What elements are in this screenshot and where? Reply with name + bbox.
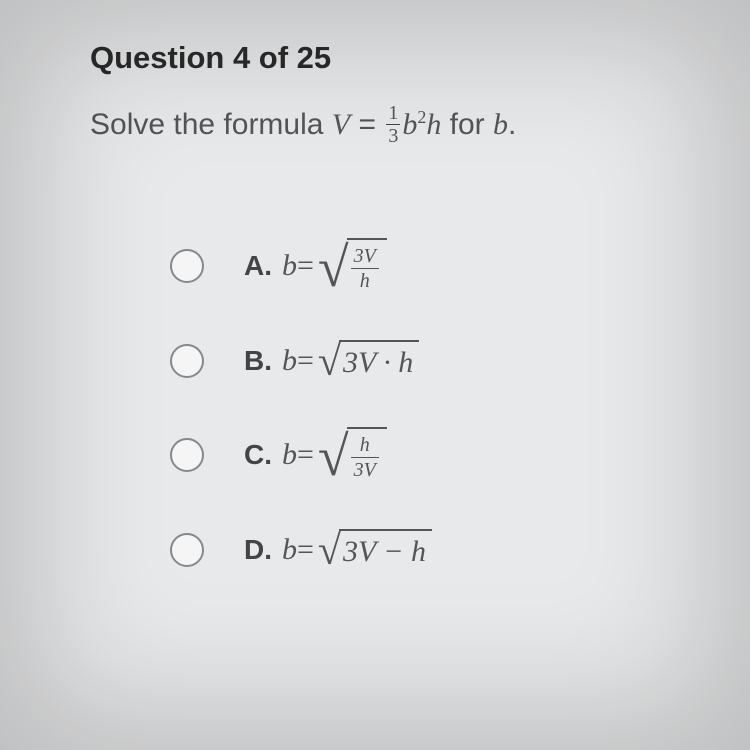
var-b: b — [402, 108, 417, 141]
radical-icon: √ — [318, 346, 341, 388]
radio-C[interactable] — [170, 438, 204, 472]
prompt-period: . — [508, 108, 516, 141]
solve-for-var: b — [493, 108, 508, 141]
C-b: b — [282, 438, 297, 472]
option-C-math: b = √ h 3V — [282, 427, 387, 484]
option-C-label: C. — [244, 439, 272, 471]
eq-sign: = — [350, 108, 384, 141]
options-list: A. b = √ 3V h B. b = — [170, 238, 690, 578]
option-D[interactable]: D. b = √ 3V − h — [170, 522, 690, 578]
option-D-math: b = √ 3V − h — [282, 529, 432, 571]
option-A-math: b = √ 3V h — [282, 238, 387, 295]
option-A-label: A. — [244, 250, 272, 282]
question-prompt: Solve the formula V = 13b2h for b. — [90, 104, 690, 148]
option-C[interactable]: C. b = √ h 3V — [170, 427, 690, 484]
one-third: 13 — [386, 103, 400, 146]
A-radicand: 3V h — [347, 238, 387, 295]
B-radicand: 3V · h — [339, 340, 419, 382]
prompt-tail: for — [441, 108, 493, 141]
prompt-lead: Solve the formula — [90, 108, 332, 141]
radio-B[interactable] — [170, 344, 204, 378]
frac-den: 3 — [386, 125, 400, 146]
B-eq: = — [297, 344, 314, 378]
radical-icon: √ — [318, 435, 349, 492]
question-container: Question 4 of 25 Solve the formula V = 1… — [0, 0, 750, 646]
A-sqrt: √ 3V h — [318, 238, 387, 295]
D-radicand: 3V − h — [339, 529, 432, 571]
exponent-2: 2 — [417, 107, 426, 127]
A-eq: = — [297, 249, 314, 283]
option-B-label: B. — [244, 345, 272, 377]
radio-A[interactable] — [170, 249, 204, 283]
D-eq: = — [297, 533, 314, 567]
C-radicand: h 3V — [347, 427, 387, 484]
A-frac: 3V h — [351, 246, 379, 291]
radical-icon: √ — [318, 246, 349, 303]
frac-num: 1 — [386, 103, 400, 125]
A-b: b — [282, 249, 297, 283]
question-heading: Question 4 of 25 — [90, 40, 690, 76]
C-eq: = — [297, 438, 314, 472]
D-b: b — [282, 533, 297, 567]
A-frac-num: 3V — [351, 246, 379, 269]
var-V: V — [332, 108, 350, 141]
option-B-math: b = √ 3V · h — [282, 340, 419, 382]
B-sqrt: √ 3V · h — [318, 340, 419, 382]
option-D-label: D. — [244, 534, 272, 566]
var-h: h — [426, 108, 441, 141]
C-frac: h 3V — [351, 435, 379, 480]
D-sqrt: √ 3V − h — [318, 529, 432, 571]
C-frac-den: 3V — [351, 458, 379, 480]
A-frac-den: h — [351, 269, 379, 291]
radio-D[interactable] — [170, 533, 204, 567]
radical-icon: √ — [318, 535, 341, 577]
option-B[interactable]: B. b = √ 3V · h — [170, 333, 690, 389]
C-frac-num: h — [351, 435, 379, 458]
B-b: b — [282, 344, 297, 378]
C-sqrt: √ h 3V — [318, 427, 387, 484]
option-A[interactable]: A. b = √ 3V h — [170, 238, 690, 295]
